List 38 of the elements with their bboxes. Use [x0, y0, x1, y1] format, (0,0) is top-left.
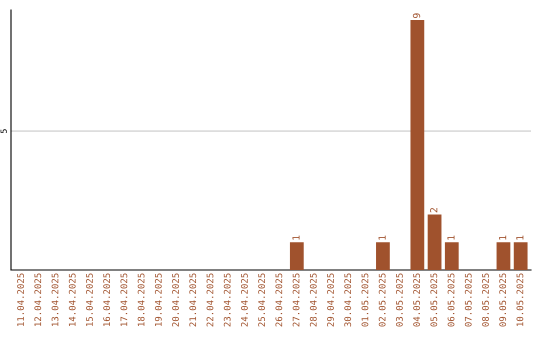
x-tick-label: 09.05.2025: [499, 274, 506, 327]
x-tick-label: 15.04.2025: [86, 274, 93, 326]
x-tick-label: 06.05.2025: [448, 274, 454, 327]
x-tick-label: 02.05.2025: [378, 274, 386, 327]
x-tick-label: 25.04.2025: [258, 274, 266, 326]
x-tick-label: 12.04.2025: [34, 274, 42, 326]
x-tick-label: 01.05.2025: [362, 274, 368, 327]
x-tick-label: 10.05.2025: [516, 274, 524, 326]
x-tick-label: 27.04.2025: [292, 274, 300, 326]
x-tick-label: 24.04.2025: [240, 274, 248, 326]
x-tick-label: 17.04.2025: [120, 274, 128, 326]
x-tick-label: 22.04.2025: [206, 274, 214, 326]
x-tick-label: 19.04.2025: [154, 274, 162, 326]
x-tick-label: 14.04.2025: [68, 274, 76, 326]
x-tick-label: 28.04.2025: [310, 274, 317, 326]
x-tick-label: 13.04.2025: [52, 274, 58, 326]
x-tick-label: 23.04.2025: [224, 274, 231, 326]
x-tick-label: 16.04.2025: [103, 274, 110, 326]
data-label: 1: [499, 236, 506, 240]
x-tick-label: 11.04.2025: [17, 274, 24, 326]
data-label: 1: [447, 236, 455, 240]
ref-line-label: 5: [0, 129, 7, 134]
x-tick-label: 08.05.2025: [482, 274, 489, 327]
data-label: 1: [516, 236, 524, 240]
x-tick-label: 03.05.2025: [396, 274, 403, 327]
x-tick-label: 26.04.2025: [275, 274, 282, 326]
data-label: 1: [378, 236, 386, 240]
x-tick-label: 04.05.2025: [413, 274, 420, 327]
data-label: 1: [292, 236, 300, 240]
x-tick-label: 05.05.2025: [430, 274, 438, 327]
x-tick-label: 07.05.2025: [464, 274, 472, 327]
x-tick-label: 30.04.2025: [344, 274, 352, 327]
x-tick-label: 18.04.2025: [138, 274, 145, 326]
data-label: 9: [412, 13, 420, 18]
x-tick-label: 29.04.2025: [327, 274, 334, 326]
x-tick-label: 20.04.2025: [172, 274, 179, 326]
data-label: 2: [430, 208, 438, 212]
x-tick-label: 21.04.2025: [189, 274, 196, 326]
